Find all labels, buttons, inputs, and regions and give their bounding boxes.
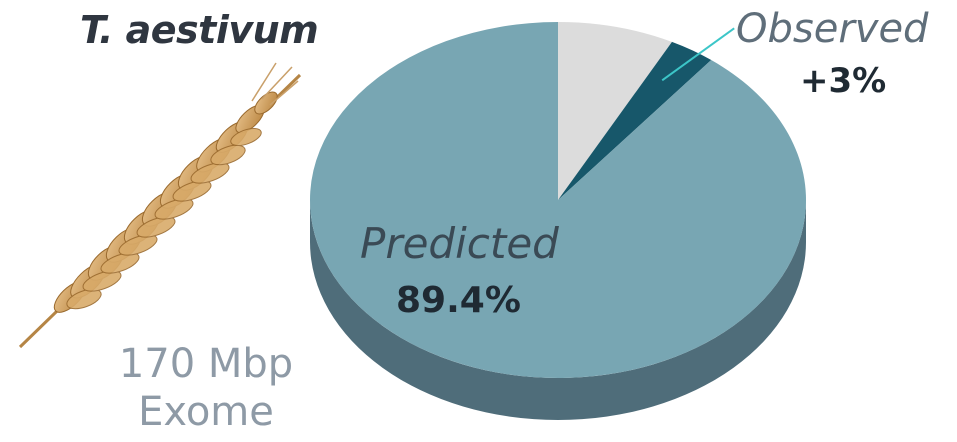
predicted-slice xyxy=(310,22,806,379)
predicted-label: Predicted xyxy=(360,219,559,268)
pie-side-wall xyxy=(310,200,806,420)
observed-leader-line xyxy=(661,27,735,82)
genome-size-label: 170 Mbp Exome xyxy=(96,340,316,436)
observed-value: +3% xyxy=(800,61,886,101)
species-title: T. aestivum xyxy=(80,8,319,52)
observed-slice xyxy=(558,41,712,200)
observed-label: Observed xyxy=(736,6,929,52)
predicted-value: 89.4% xyxy=(396,280,521,321)
remainder-slice xyxy=(558,22,672,200)
genome-type: Exome xyxy=(138,389,274,435)
wheat-ear-icon xyxy=(18,62,302,349)
genome-size: 170 Mbp xyxy=(118,341,294,387)
